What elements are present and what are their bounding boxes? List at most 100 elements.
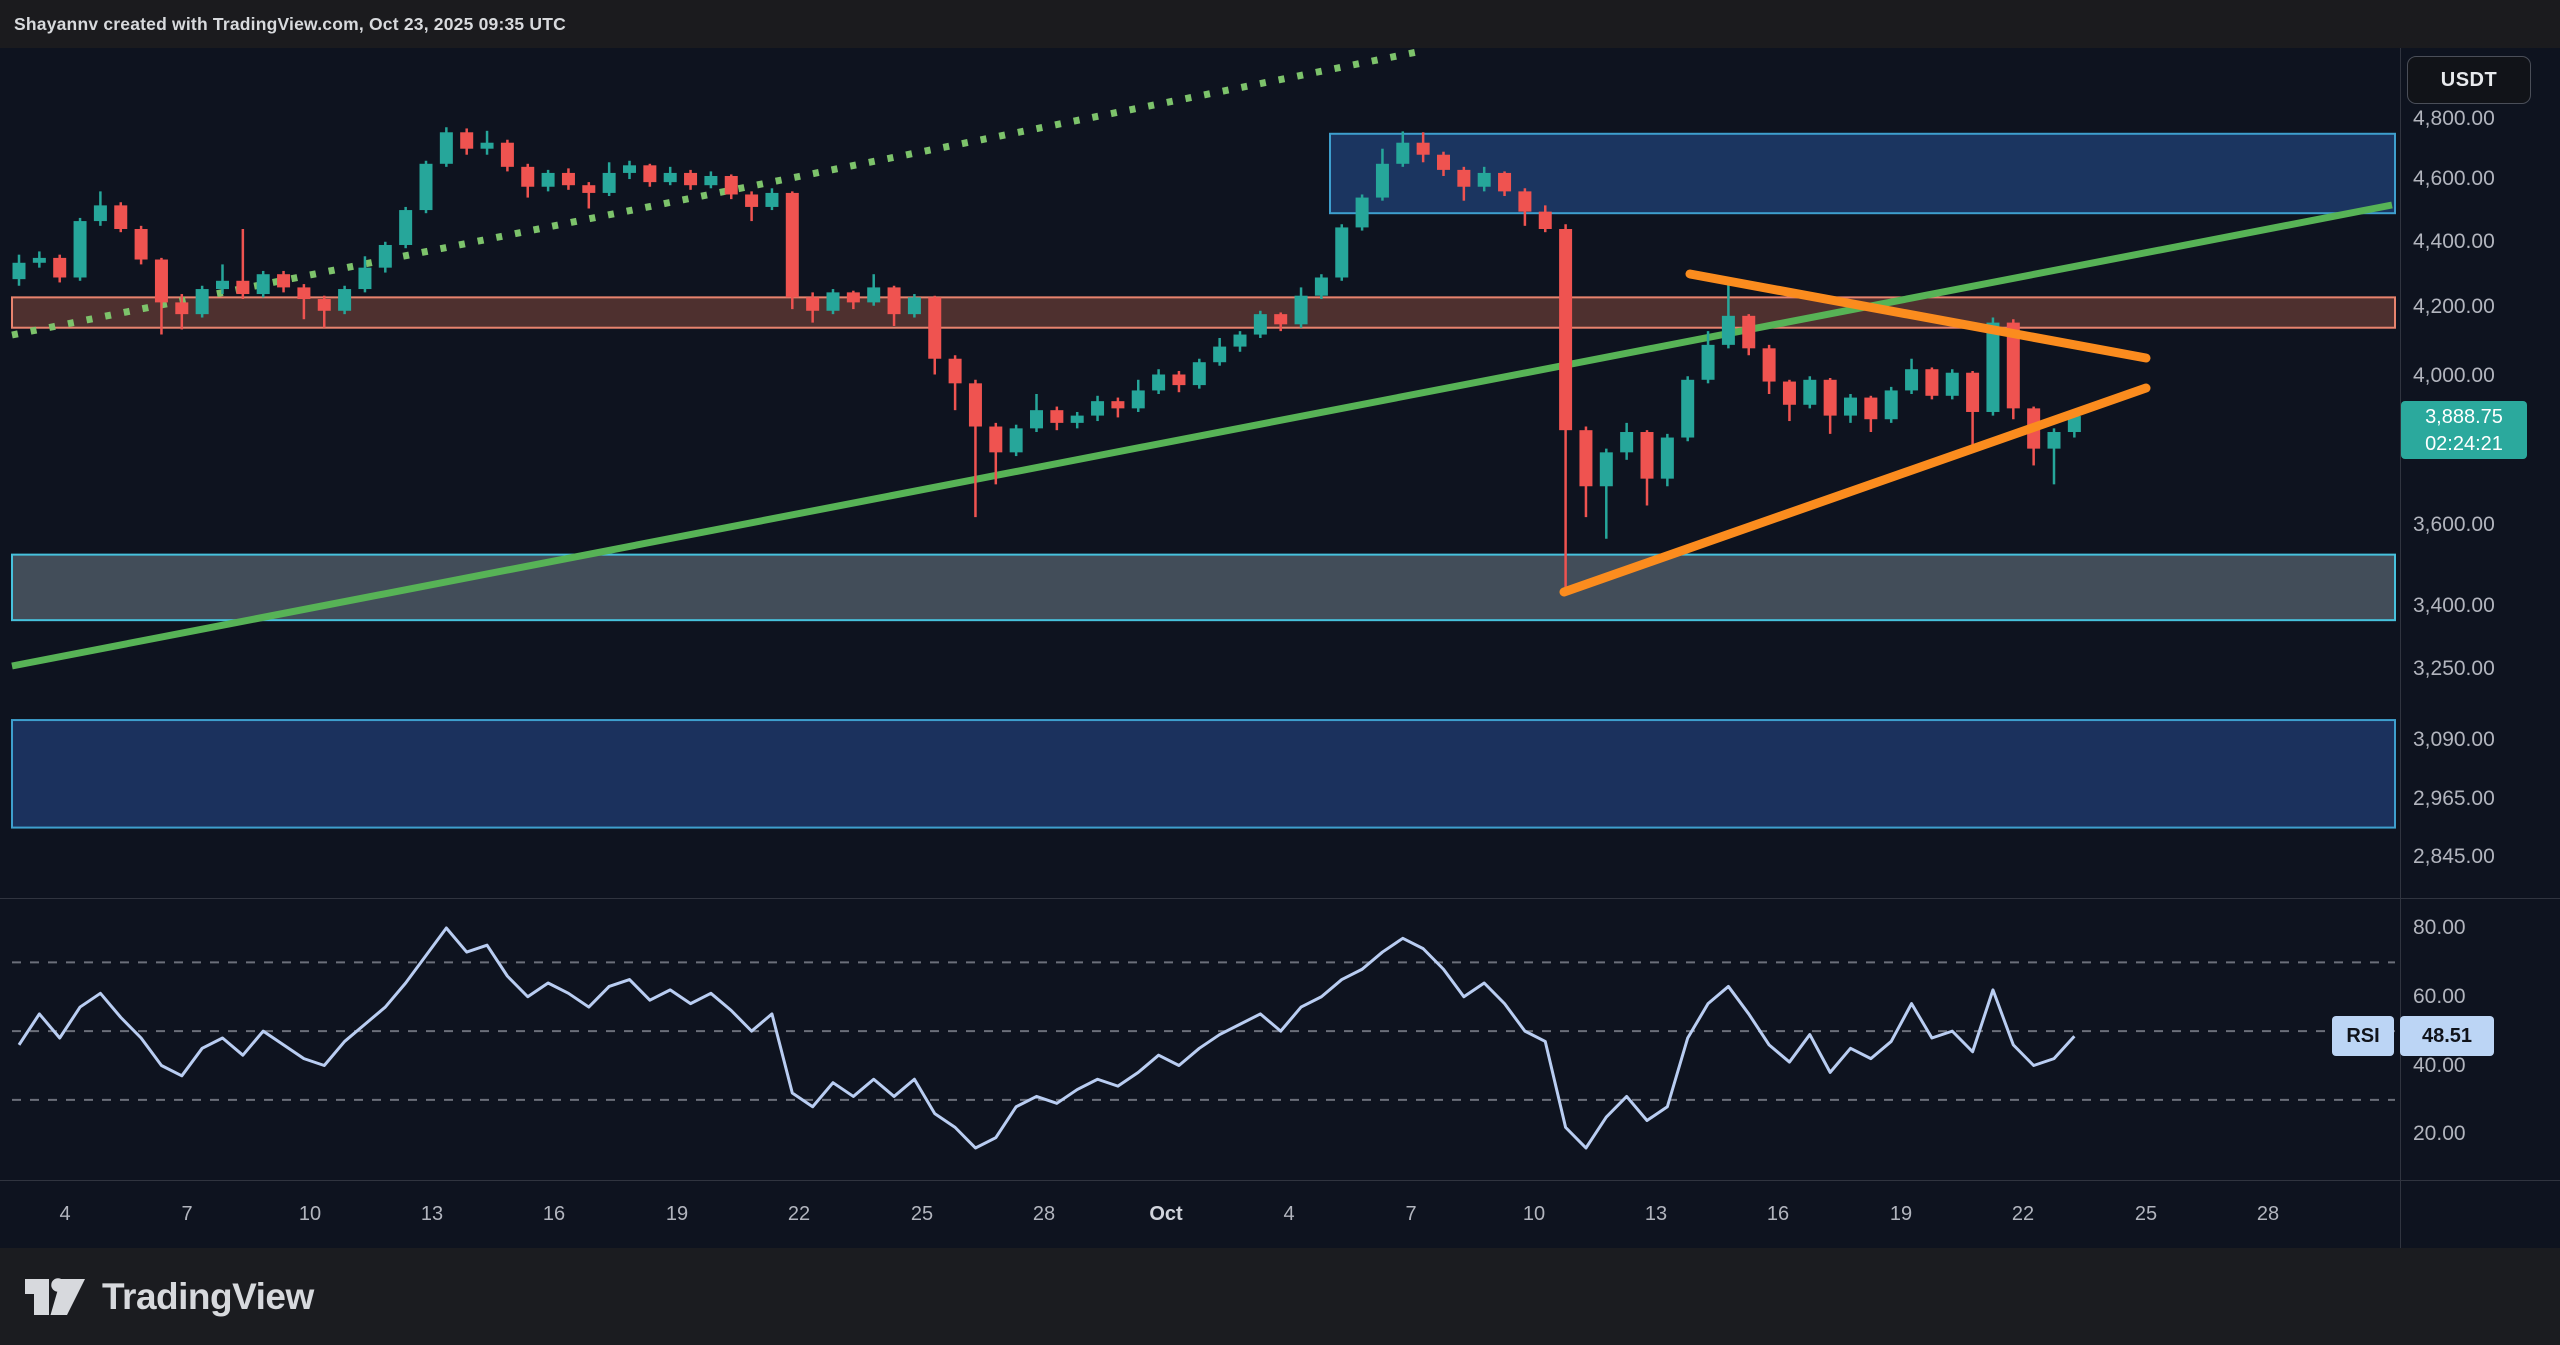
candle-body [1844, 397, 1857, 416]
candle-body [1213, 346, 1227, 363]
candle-body [114, 205, 128, 230]
time-axis-label: 19 [665, 1203, 689, 1225]
candle-body [297, 287, 311, 300]
candle-body [2067, 416, 2081, 433]
candle-body [1233, 334, 1247, 347]
footer-bar: TradingView [0, 1248, 2560, 1345]
price-axis-label: 3,090.00 [2413, 728, 2495, 752]
time-axis-label: 7 [1405, 1203, 1417, 1225]
candle-body [2047, 432, 2061, 449]
rsi-axis-label: 40.00 [2413, 1053, 2466, 1077]
time-axis-separator [0, 1180, 2560, 1181]
candle-body [1009, 428, 1023, 453]
candle-body [1681, 379, 1695, 438]
candle-body [175, 302, 189, 315]
candle-body [1294, 295, 1308, 325]
candle-body [1925, 369, 1939, 396]
candle-body [1477, 172, 1491, 187]
candle-body [1823, 379, 1837, 416]
rsi-axis-label: 20.00 [2413, 1122, 2466, 1146]
candle-body [1945, 372, 1959, 396]
triangle-lower-line[interactable] [1559, 383, 2151, 597]
candle-body [419, 163, 433, 211]
time-axis-label: 13 [420, 1203, 444, 1225]
time-axis-label: 22 [2011, 1203, 2035, 1225]
candle-body [1457, 169, 1471, 187]
candle-body [582, 185, 596, 193]
candle-body [358, 267, 372, 290]
candle-body [1030, 410, 1043, 429]
candle-body [1070, 415, 1084, 423]
candle-body [1986, 322, 2000, 412]
candle-body [724, 175, 738, 195]
price-axis-label: 3,250.00 [2413, 657, 2495, 681]
candle-body [1782, 381, 1796, 405]
candle-body [1538, 211, 1552, 230]
attribution-text: Shayannv created with TradingView.com, O… [14, 13, 566, 34]
candle-body [195, 289, 209, 315]
candle-body [867, 287, 881, 303]
time-axis-label: 4 [59, 1203, 71, 1225]
candle-body [1905, 369, 1919, 391]
price-axis-label: 2,965.00 [2413, 786, 2495, 810]
candle-body [1355, 197, 1369, 228]
rsi-indicator-label: RSI [2332, 1016, 2394, 1057]
time-axis[interactable]: 4 7 10 13 16 19 22 25 28 Oct 4 7 10 13 16 19 22 25 28 [0, 1181, 2400, 1248]
pane-separator[interactable] [0, 898, 2560, 899]
candle-body [785, 192, 799, 298]
candle-body [1620, 432, 1634, 453]
time-axis-label: 25 [2134, 1203, 2158, 1225]
candle-body [1131, 390, 1145, 409]
candle-body [1640, 432, 1654, 479]
candle-body [1803, 379, 1817, 405]
price-axis-label: 2,845.00 [2413, 845, 2495, 869]
candle-body [541, 172, 555, 187]
time-axis-label: 22 [787, 1203, 811, 1225]
price-axis-label: 4,200.00 [2413, 295, 2495, 319]
candle-body [256, 274, 270, 295]
candle-body [806, 297, 820, 311]
current-price-value: 3,888.75 [2425, 405, 2503, 428]
triangle-upper-line[interactable] [1685, 269, 2151, 363]
time-axis-label: 28 [2256, 1203, 2280, 1225]
time-axis-label: 13 [1644, 1203, 1668, 1225]
price-axis-border [2400, 48, 2401, 1248]
price-axis-label: 3,600.00 [2413, 512, 2495, 536]
candle-body [968, 383, 982, 427]
candle-body [989, 426, 1003, 453]
candle-body [1660, 437, 1674, 479]
chart-plot-area[interactable] [0, 48, 2400, 1248]
candle-body [1762, 348, 1776, 382]
candle-body [1111, 401, 1125, 409]
time-axis-label: Oct [1149, 1203, 1183, 1225]
tradingview-logo-icon [25, 1277, 85, 1315]
candle-body [602, 172, 616, 193]
price-axis-label: 3,400.00 [2413, 593, 2495, 617]
candle-body [12, 262, 26, 280]
rsi-value-badge: 48.51 [2400, 1016, 2494, 1057]
tradingview-logo-text: TradingView [102, 1275, 314, 1317]
candle-body [399, 210, 413, 245]
price-axis[interactable]: USDT 3,888.75 02:24:21 4,800.00 4,600.00 4… [2401, 48, 2560, 1248]
candle-body [216, 280, 229, 290]
supply-zone-4200 [11, 296, 2396, 329]
candle-body [73, 221, 87, 278]
demand-zone-3000 [11, 719, 2396, 829]
candle-body [53, 257, 67, 278]
candle-body [1498, 172, 1512, 192]
candle-body [134, 229, 148, 260]
candle-body [745, 194, 759, 207]
time-axis-label: 16 [542, 1203, 566, 1225]
candle-body [826, 292, 840, 311]
candle-body [1050, 410, 1064, 423]
price-axis-label: 4,000.00 [2413, 364, 2495, 388]
candle-body [1884, 390, 1898, 420]
rsi-axis-label: 80.00 [2413, 916, 2466, 939]
time-axis-label: 19 [1889, 1203, 1913, 1225]
current-price-badge: 3,888.75 02:24:21 [2401, 401, 2527, 460]
candle-body [1416, 142, 1430, 155]
candle-body [1274, 314, 1288, 325]
candle-body [1721, 315, 1735, 345]
solid-uptrend-line[interactable] [11, 201, 2393, 670]
candle-body [1742, 315, 1756, 349]
